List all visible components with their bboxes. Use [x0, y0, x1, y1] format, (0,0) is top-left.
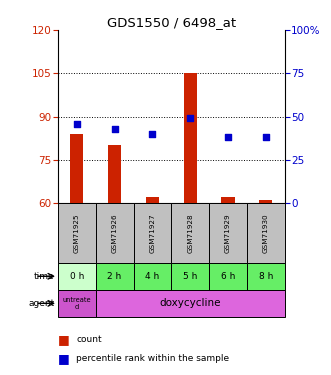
Bar	[58, 290, 96, 317]
Bar	[259, 200, 272, 203]
Point	[263, 134, 268, 140]
Point	[225, 134, 231, 140]
Bar	[171, 263, 209, 290]
Text: 5 h: 5 h	[183, 272, 197, 281]
Point	[74, 120, 79, 126]
Bar	[184, 73, 197, 203]
Text: ■: ■	[58, 352, 70, 364]
Text: GSM71928: GSM71928	[187, 213, 193, 253]
Bar	[96, 263, 133, 290]
Bar	[70, 134, 83, 203]
Title: GDS1550 / 6498_at: GDS1550 / 6498_at	[107, 16, 236, 29]
Text: time: time	[34, 272, 55, 281]
Bar	[96, 290, 285, 317]
Text: ■: ■	[58, 333, 70, 346]
Text: 2 h: 2 h	[108, 272, 122, 281]
Text: GSM71929: GSM71929	[225, 213, 231, 253]
Text: count: count	[76, 335, 102, 344]
Text: 4 h: 4 h	[145, 272, 160, 281]
Bar	[133, 263, 171, 290]
Bar	[209, 203, 247, 263]
Bar	[171, 203, 209, 263]
Text: GSM71926: GSM71926	[112, 213, 118, 253]
Text: untreate
d: untreate d	[63, 297, 91, 310]
Text: 8 h: 8 h	[259, 272, 273, 281]
Bar	[146, 197, 159, 203]
Bar	[58, 263, 96, 290]
Text: GSM71925: GSM71925	[74, 213, 80, 253]
Point	[188, 116, 193, 122]
Bar	[96, 203, 133, 263]
Text: GSM71927: GSM71927	[149, 213, 155, 253]
Text: doxycycline: doxycycline	[160, 298, 221, 308]
Point	[112, 126, 117, 132]
Bar	[247, 263, 285, 290]
Bar	[108, 146, 121, 203]
Text: agent: agent	[28, 299, 55, 308]
Text: 6 h: 6 h	[221, 272, 235, 281]
Bar	[58, 203, 96, 263]
Text: 0 h: 0 h	[70, 272, 84, 281]
Point	[150, 131, 155, 137]
Bar	[221, 197, 235, 203]
Text: GSM71930: GSM71930	[263, 213, 269, 253]
Text: percentile rank within the sample: percentile rank within the sample	[76, 354, 229, 363]
Bar	[209, 263, 247, 290]
Bar	[247, 203, 285, 263]
Bar	[133, 203, 171, 263]
